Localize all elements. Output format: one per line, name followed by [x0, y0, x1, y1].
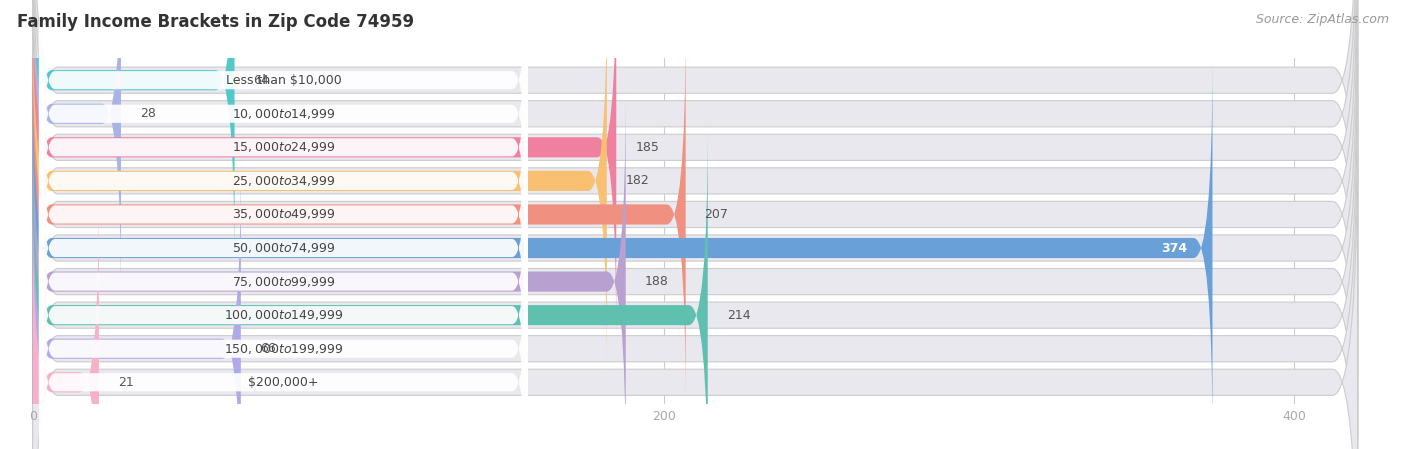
FancyBboxPatch shape — [32, 127, 1358, 449]
Text: 28: 28 — [141, 107, 156, 120]
FancyBboxPatch shape — [39, 224, 527, 449]
FancyBboxPatch shape — [32, 0, 616, 339]
Text: 214: 214 — [727, 308, 751, 321]
FancyBboxPatch shape — [39, 22, 527, 339]
FancyBboxPatch shape — [32, 0, 607, 372]
FancyBboxPatch shape — [32, 23, 686, 406]
FancyBboxPatch shape — [32, 90, 626, 449]
Text: $150,000 to $199,999: $150,000 to $199,999 — [224, 342, 343, 356]
FancyBboxPatch shape — [32, 124, 707, 449]
FancyBboxPatch shape — [32, 0, 1358, 403]
FancyBboxPatch shape — [39, 0, 527, 239]
Text: $25,000 to $34,999: $25,000 to $34,999 — [232, 174, 335, 188]
Text: $200,000+: $200,000+ — [249, 376, 319, 389]
FancyBboxPatch shape — [32, 0, 1358, 369]
FancyBboxPatch shape — [32, 60, 1358, 449]
Text: 182: 182 — [626, 174, 650, 187]
Text: $35,000 to $49,999: $35,000 to $49,999 — [232, 207, 335, 221]
Text: $75,000 to $99,999: $75,000 to $99,999 — [232, 275, 335, 289]
FancyBboxPatch shape — [32, 0, 121, 305]
Text: $50,000 to $74,999: $50,000 to $74,999 — [232, 241, 335, 255]
FancyBboxPatch shape — [39, 190, 527, 449]
Text: 64: 64 — [253, 74, 269, 87]
Text: $100,000 to $149,999: $100,000 to $149,999 — [224, 308, 343, 322]
FancyBboxPatch shape — [32, 26, 1358, 449]
Text: 374: 374 — [1161, 242, 1187, 255]
FancyBboxPatch shape — [39, 0, 527, 306]
FancyBboxPatch shape — [32, 0, 235, 272]
Text: $15,000 to $24,999: $15,000 to $24,999 — [232, 141, 335, 154]
FancyBboxPatch shape — [39, 56, 527, 373]
Text: Family Income Brackets in Zip Code 74959: Family Income Brackets in Zip Code 74959 — [17, 13, 413, 31]
FancyBboxPatch shape — [32, 93, 1358, 449]
FancyBboxPatch shape — [32, 0, 1358, 436]
FancyBboxPatch shape — [39, 156, 527, 449]
FancyBboxPatch shape — [39, 0, 527, 273]
FancyBboxPatch shape — [39, 89, 527, 407]
Text: 21: 21 — [118, 376, 134, 389]
Text: Less than $10,000: Less than $10,000 — [225, 74, 342, 87]
FancyBboxPatch shape — [39, 123, 527, 440]
Text: 66: 66 — [260, 342, 276, 355]
FancyBboxPatch shape — [32, 191, 98, 449]
FancyBboxPatch shape — [32, 0, 1358, 449]
Text: $10,000 to $14,999: $10,000 to $14,999 — [232, 107, 335, 121]
FancyBboxPatch shape — [32, 0, 1358, 335]
FancyBboxPatch shape — [32, 0, 1358, 449]
FancyBboxPatch shape — [32, 158, 240, 449]
FancyBboxPatch shape — [32, 57, 1212, 439]
Text: Source: ZipAtlas.com: Source: ZipAtlas.com — [1256, 13, 1389, 26]
Text: 185: 185 — [636, 141, 659, 154]
Text: 207: 207 — [704, 208, 728, 221]
Text: 188: 188 — [644, 275, 668, 288]
